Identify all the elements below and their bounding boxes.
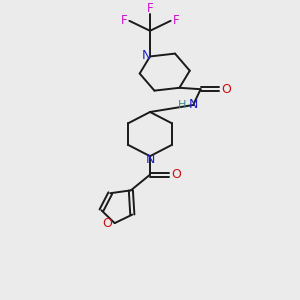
Text: N: N <box>145 153 155 166</box>
Text: F: F <box>147 2 153 15</box>
Text: N: N <box>189 98 199 111</box>
Text: N: N <box>142 49 151 62</box>
Text: O: O <box>172 168 182 181</box>
Text: H: H <box>178 100 187 110</box>
Text: F: F <box>121 14 128 27</box>
Text: F: F <box>172 14 179 27</box>
Text: O: O <box>102 217 112 230</box>
Text: O: O <box>221 83 231 96</box>
